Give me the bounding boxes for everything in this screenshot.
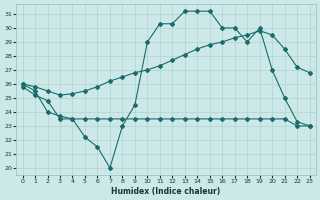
- X-axis label: Humidex (Indice chaleur): Humidex (Indice chaleur): [111, 187, 221, 196]
